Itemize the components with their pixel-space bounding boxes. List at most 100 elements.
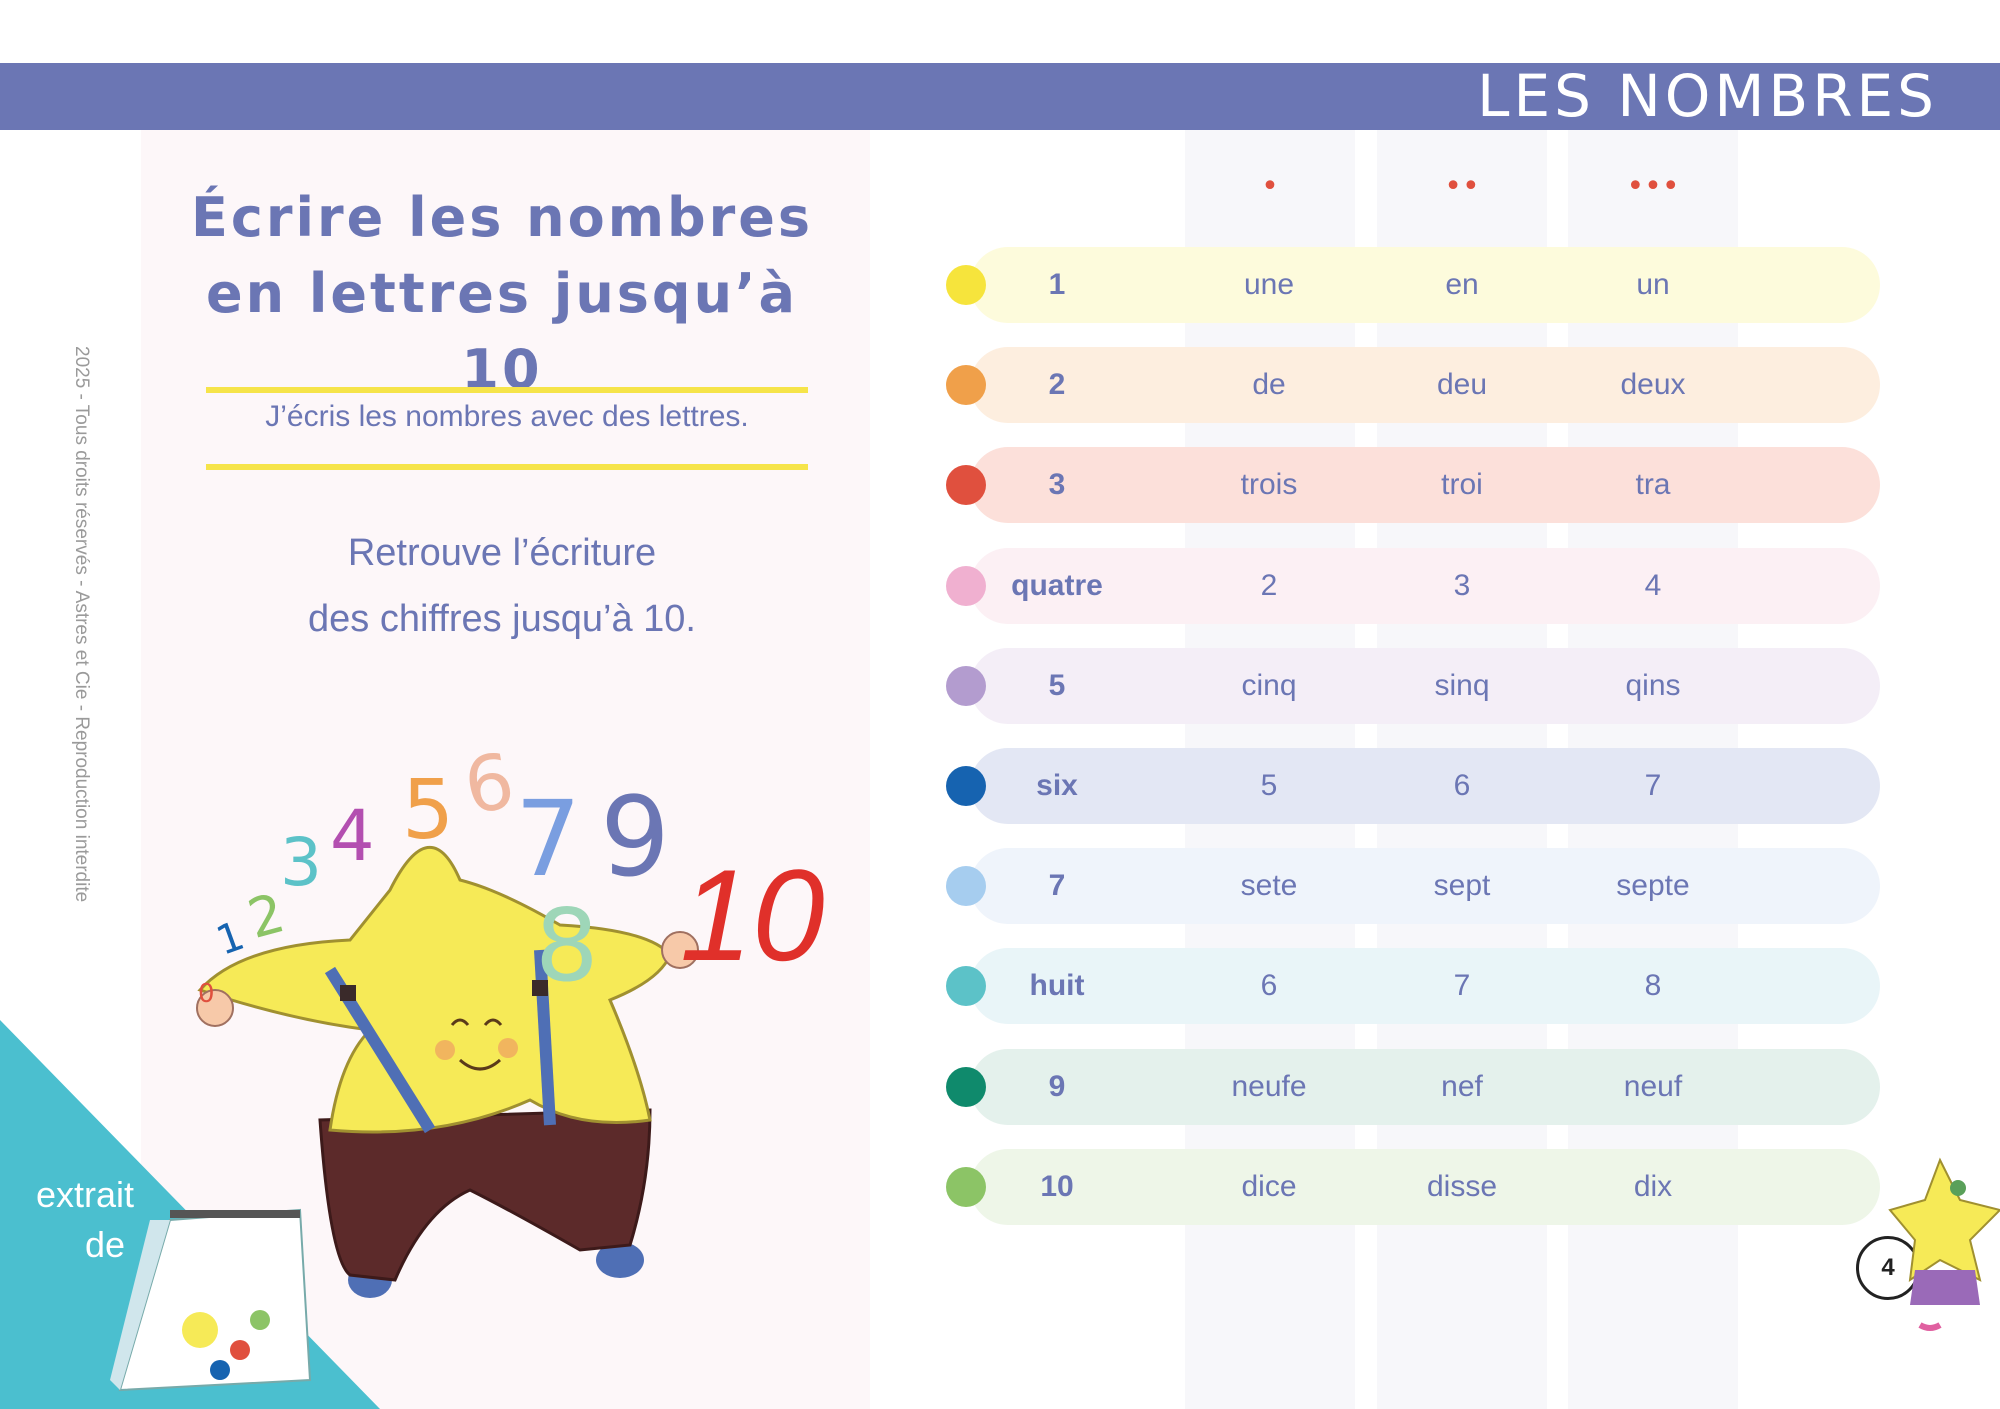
answer-cell[interactable]: trois [1240,468,1298,501]
column-header-2: •• [1444,169,1480,204]
book-cover-star [182,1312,218,1348]
row-label: quatre [1011,569,1103,602]
answer-cell[interactable]: dice [1241,1170,1297,1203]
answer-cell[interactable]: qins [1625,669,1681,702]
answer-cell[interactable]: nef [1441,1070,1483,1103]
table-row [970,948,1880,1024]
table-row [970,447,1880,523]
row-color-dot [946,866,986,906]
digit-4: 4 [330,795,375,877]
answer-cell[interactable]: neufe [1231,1070,1307,1103]
row-color-dot [946,766,986,806]
row-label: 5 [1048,669,1066,702]
answer-cell[interactable]: 5 [1260,769,1278,802]
mascot-right-suspender [534,949,556,1126]
copyright-notice: 2025 - Tous droits réservés - Astres et … [71,346,92,903]
book-cover-dot-red [230,1340,250,1360]
mascot-left-eye [450,1018,470,1026]
mascot-right-cheek [498,1038,518,1058]
book-spiral [170,1210,300,1218]
row-label: 3 [1048,468,1066,501]
answer-cell[interactable]: 8 [1644,969,1662,1002]
mascot-star-body [197,846,672,1134]
mascot-right-eye [483,1018,503,1026]
digit-7: 7 [515,778,581,900]
answer-cell[interactable]: 6 [1453,769,1471,802]
digit-10: 10 [680,842,825,988]
digit-5: 5 [402,763,454,858]
answer-cell[interactable]: en [1445,268,1479,301]
mascot-right-button [532,980,548,996]
answer-cell[interactable]: cinq [1241,669,1297,702]
answer-cell[interactable]: 2 [1260,569,1278,602]
promo-line-1: extrait [35,1174,135,1215]
answer-cell[interactable]: un [1636,268,1670,301]
answer-cell[interactable]: deux [1620,368,1686,401]
mini-star-mascot [1888,1157,2000,1331]
subtitle: J’écris les nombres avec des lettres. [265,400,749,433]
mini-mascot-skirt [1910,1270,1980,1305]
mini-mascot-shoe [1918,1322,1942,1331]
answer-cell[interactable]: deu [1436,368,1488,401]
table-row [970,548,1880,624]
digit-9: 9 [600,773,670,901]
row-color-dot [946,1067,986,1107]
instruction-text: Retrouve l’écriture des chiffres jusqu’à… [200,520,804,652]
mini-mascot-bow [1950,1180,1966,1196]
instruction-line-1: Retrouve l’écriture [347,532,657,574]
table-row [970,1149,1880,1225]
row-label: 10 [1040,1170,1074,1203]
subtitle-top-rule [206,387,808,393]
table-row [970,748,1880,824]
answer-cell[interactable]: septe [1616,869,1690,902]
answer-cell[interactable]: tra [1635,468,1671,501]
mascot-left-hand [196,989,234,1027]
table-row [970,648,1880,724]
column-header-1: • [1261,169,1279,204]
answer-cell[interactable]: dix [1633,1170,1673,1203]
row-color-dot [946,666,986,706]
answer-cell[interactable]: sete [1240,869,1298,902]
digit-8: 8 [535,887,599,1004]
row-label: six [1036,769,1078,802]
row-color-dot [946,566,986,606]
answer-cell[interactable]: 4 [1644,569,1662,602]
promo-line-2: de [84,1224,126,1265]
answer-cell[interactable]: 6 [1260,969,1278,1002]
answer-cell[interactable]: disse [1426,1170,1498,1203]
instruction-line-2: des chiffres jusqu’à 10. [308,598,696,640]
mascot-left-button [340,985,356,1001]
answer-cell[interactable]: sept [1433,869,1491,902]
mascot-left-cheek [435,1040,455,1060]
mascot-right-hand [661,931,699,969]
promo-corner-triangle [0,1020,380,1409]
answer-cell[interactable]: 7 [1644,769,1662,802]
mascot-smile [458,1058,502,1071]
table-row [970,347,1880,423]
table-row [970,1049,1880,1125]
book-cover-dot-blue [210,1360,230,1380]
table-row [970,848,1880,924]
answer-cell[interactable]: de [1252,368,1286,401]
page-header-title: LES NOMBRES [1477,62,1938,130]
answer-cell[interactable]: sinq [1434,669,1490,702]
answer-cell[interactable]: neuf [1623,1070,1683,1103]
digit-0: 0 [198,979,215,1009]
row-color-dot [946,966,986,1006]
digit-3: 3 [280,824,322,901]
column-header-3: ••• [1626,169,1680,204]
answer-cell[interactable]: 7 [1453,969,1471,1002]
row-color-dot [946,265,986,305]
mascot-right-foot [596,1242,644,1278]
header-band [0,63,2000,130]
answer-cell[interactable]: 3 [1453,569,1471,602]
mini-mascot-body [1888,1157,2000,1283]
answer-cell[interactable]: une [1243,268,1295,301]
page-title-line-1: Écrire les nombres [190,186,814,249]
answer-cell[interactable]: troi [1441,468,1483,501]
row-label: huit [1029,969,1085,1002]
subtitle-bottom-rule [206,464,808,470]
row-label: 1 [1048,268,1066,301]
table-row [970,247,1880,323]
